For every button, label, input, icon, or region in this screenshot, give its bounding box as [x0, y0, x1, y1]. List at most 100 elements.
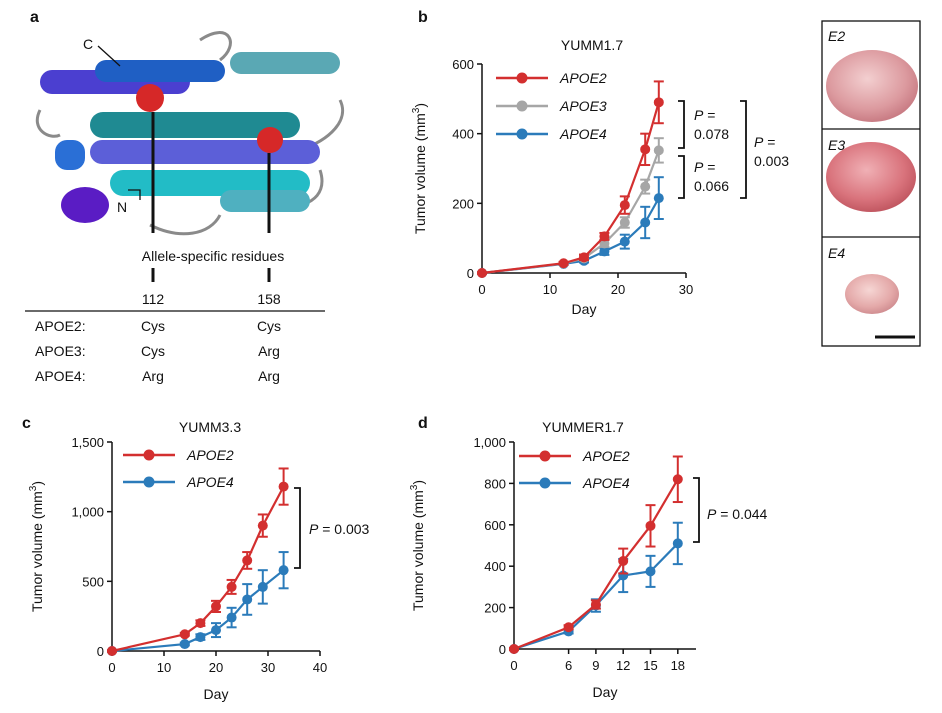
- n-terminus-label: N: [117, 199, 127, 215]
- data-point: [257, 520, 268, 531]
- bracket-apoe3-apoe4: [678, 155, 685, 199]
- series-line: [513, 542, 679, 651]
- data-point: [278, 481, 289, 492]
- y-tick-label: 0: [97, 644, 104, 659]
- y-tick-label: 400: [452, 127, 474, 142]
- helix-9: [61, 187, 109, 223]
- y-tick-label: 400: [484, 559, 506, 574]
- tumor-photo-panel: E2 E3 E4: [821, 20, 921, 347]
- legend-marker: [516, 100, 528, 112]
- data-point: [619, 200, 630, 211]
- x-tick-label: 20: [611, 282, 625, 297]
- x-tick-label: 18: [671, 658, 685, 673]
- y-tick-label: 600: [452, 57, 474, 72]
- p-value-apoe3-apoe4-line: P =: [694, 159, 715, 175]
- chart-yumm3-3: 0 500 1,000 1,500 0 10 20 30 40 YUMM3.3 Day Tumor v…: [28, 419, 370, 702]
- x-tick-label: 0: [510, 658, 517, 673]
- helix-8: [55, 140, 85, 170]
- chart-yumm1-7: 0 200 400 600 0 10 20 30 YUMM1.7 Day Tumor volume …: [411, 37, 789, 317]
- legend-item-apoe2: APOE2: [123, 447, 234, 463]
- x-tick-label: 9: [592, 658, 599, 673]
- legend-item-apoe3: APOE3: [496, 98, 607, 114]
- data-point: [640, 144, 651, 155]
- series-apoe4: [107, 551, 289, 656]
- legend-label: APOE2: [186, 447, 234, 463]
- y-tick-label: 500: [82, 574, 104, 589]
- data-point: [107, 646, 117, 656]
- series-apoe2: [107, 467, 289, 656]
- series-apoe2: [477, 80, 664, 278]
- legend-item-apoe2: APOE2: [519, 448, 630, 464]
- position-158: 158: [257, 291, 281, 307]
- bracket-apoe2-apoe4: [740, 100, 747, 199]
- helix-6: [110, 170, 310, 196]
- y-tick-label: 1,000: [71, 505, 104, 520]
- tumor-e4-image: [845, 274, 899, 314]
- data-point: [618, 556, 629, 567]
- helix-7: [220, 190, 310, 212]
- series-apoe3: [477, 137, 664, 278]
- data-point: [579, 252, 589, 263]
- apoe4-158: Arg: [258, 368, 280, 384]
- legend-label: APOE4: [559, 126, 607, 142]
- panel-label-c: c: [22, 415, 31, 432]
- apoe2-112: Cys: [141, 318, 165, 334]
- legend-item-apoe2: APOE2: [496, 70, 607, 86]
- chart-title: YUMMER1.7: [542, 419, 624, 435]
- x-axis-label: Day: [572, 301, 597, 317]
- data-point: [179, 629, 190, 640]
- x-tick-label: 6: [565, 658, 572, 673]
- p-value-apoe2-apoe4-line: 0.003: [754, 153, 789, 169]
- allele-apoe3: APOE3:: [35, 343, 86, 359]
- legend-marker: [539, 477, 551, 489]
- data-point: [599, 246, 610, 257]
- x-tick-label: 20: [209, 660, 223, 675]
- helix-5: [90, 140, 320, 164]
- data-point: [226, 612, 237, 623]
- x-tick-label: 10: [543, 282, 557, 297]
- data-point: [653, 145, 664, 156]
- y-tick-label: 0: [499, 642, 506, 657]
- c-terminus-label: C: [83, 36, 93, 52]
- x-tick-label: 12: [616, 658, 630, 673]
- series-line: [481, 150, 660, 275]
- data-point: [599, 231, 610, 242]
- data-point: [558, 258, 569, 269]
- legend-item-apoe4: APOE4: [519, 475, 630, 491]
- y-tick-label: 200: [452, 196, 474, 211]
- allele-table: APOE2: Cys Cys APOE3: Cys Arg APOE4: Arg…: [35, 318, 281, 384]
- y-axis-label: Tumor volume (mm3): [409, 480, 426, 611]
- x-axis-label: Day: [204, 686, 229, 702]
- data-point: [563, 622, 574, 633]
- allele-apoe4: APOE4:: [35, 368, 86, 384]
- data-point: [278, 565, 289, 576]
- helix-3: [230, 52, 340, 74]
- data-point: [590, 599, 601, 610]
- y-tick-label: 200: [484, 601, 506, 616]
- series-line: [513, 478, 679, 651]
- x-tick-label: 30: [679, 282, 693, 297]
- data-point: [619, 217, 630, 228]
- bracket-apoe2-apoe4: [693, 477, 700, 543]
- data-point: [179, 639, 190, 650]
- legend-item-apoe4: APOE4: [123, 474, 234, 490]
- data-point: [195, 632, 206, 643]
- helix-2: [95, 60, 225, 82]
- x-tick-label: 10: [157, 660, 171, 675]
- y-tick-label: 1,500: [71, 435, 104, 450]
- y-tick-label: 1,000: [473, 435, 506, 450]
- legend-label: APOE2: [559, 70, 607, 86]
- legend-label: APOE3: [559, 98, 607, 114]
- series-apoe2: [509, 455, 683, 654]
- photo-label-e4: E4: [828, 245, 845, 261]
- data-point: [672, 474, 683, 485]
- photo-label-e3: E3: [828, 137, 845, 153]
- y-axis-label: Tumor volume (mm3): [28, 481, 45, 612]
- residue-158-sphere: [257, 127, 283, 153]
- legend-label: APOE4: [582, 475, 630, 491]
- data-point: [195, 618, 206, 629]
- x-tick-label: 0: [108, 660, 115, 675]
- legend-marker: [143, 449, 155, 461]
- residue-112-sphere: [136, 84, 164, 112]
- legend-item-apoe4: APOE4: [496, 126, 607, 142]
